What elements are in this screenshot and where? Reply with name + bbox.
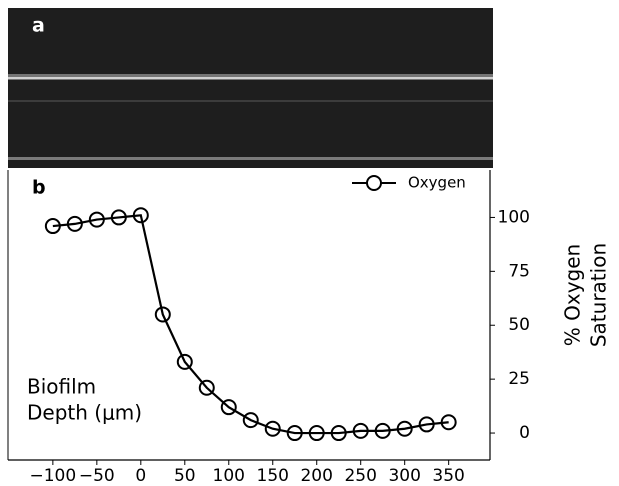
legend-label: Oxygen (408, 174, 466, 192)
y-tick-label: 0 (519, 423, 530, 443)
x-tick-label: −50 (79, 466, 115, 486)
image-band (8, 77, 493, 79)
y-tick-label: 50 (508, 315, 530, 335)
x-tick-label: 100 (213, 466, 245, 486)
y-tick-label: 75 (508, 261, 530, 281)
x-tick-label: 250 (344, 466, 376, 486)
x-axis-label: Biofilm (27, 375, 96, 399)
y-axis-label: Saturation (587, 243, 611, 347)
panel-label: a (32, 15, 45, 37)
y-tick-label: 25 (508, 369, 530, 389)
panel-label: b (32, 177, 46, 199)
y-axis-label: % Oxygen (561, 244, 585, 346)
page: {"panel_a_label": "a", "chart_data": {"t… (0, 0, 619, 486)
legend-marker (367, 176, 381, 190)
x-tick-label: 200 (300, 466, 332, 486)
x-tick-label: 350 (432, 466, 464, 486)
x-tick-label: 0 (135, 466, 146, 486)
x-tick-label: −100 (30, 466, 77, 486)
x-tick-label: 150 (257, 466, 289, 486)
microscopy-image (8, 8, 493, 168)
x-tick-label: 300 (388, 466, 420, 486)
x-tick-label: 50 (174, 466, 196, 486)
x-axis-label: Depth (μm) (27, 401, 142, 425)
figure: a b −100−50 0 50 100 150 200 250 300 350 0 25 50 75 10… (0, 0, 619, 486)
image-band (8, 100, 493, 102)
y-tick-label: 100 (498, 207, 530, 227)
image-band (8, 157, 493, 160)
